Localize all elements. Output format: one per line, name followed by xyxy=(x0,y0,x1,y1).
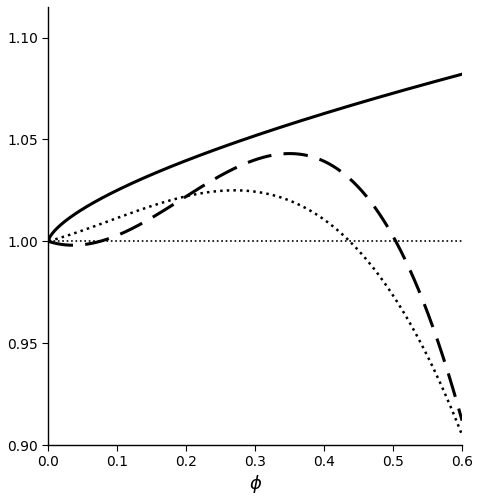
X-axis label: ϕ: ϕ xyxy=(249,475,261,493)
